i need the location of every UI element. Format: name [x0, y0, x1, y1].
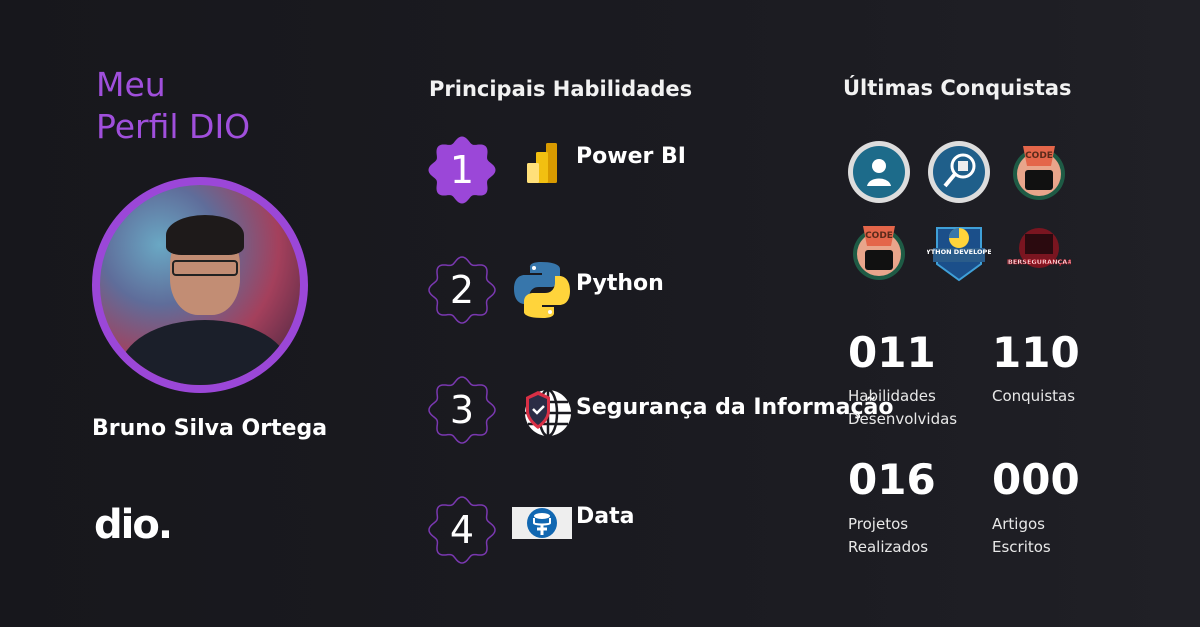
user-name: Bruno Silva Ortega — [92, 416, 328, 441]
skill-label-power-bi: Power BI — [576, 144, 686, 169]
stat-label-conquistas: Conquistas — [992, 387, 1076, 405]
python-developer-badge-icon[interactable]: PYTHON DEVELOPER — [927, 220, 991, 284]
rank-number: 1 — [450, 148, 474, 192]
search-puzzle-badge-icon[interactable] — [927, 140, 991, 204]
power-bi-icon — [527, 143, 557, 183]
avatar — [92, 177, 308, 393]
stat-value-habilidades: 011 — [848, 328, 936, 377]
database-icon — [512, 507, 572, 539]
rank-badge-1: 1 — [428, 136, 496, 204]
code-trophy-badge-icon[interactable]: CODE — [1007, 140, 1071, 204]
ciberseguranca-badge-icon[interactable]: CIBERSEGURANÇA#2 — [1007, 220, 1071, 284]
svg-text:PYTHON DEVELOPER: PYTHON DEVELOPER — [927, 248, 991, 256]
dio-logo: dio. — [94, 502, 173, 548]
page-title: Meu Perfil DIO — [96, 65, 251, 146]
svg-text:CODE: CODE — [865, 231, 893, 241]
skill-label-python: Python — [576, 271, 664, 296]
rank-number: 3 — [450, 388, 474, 432]
security-shield-globe-icon — [525, 388, 571, 438]
skill-label-seguranca: Segurança da Informação — [576, 395, 894, 420]
stat-label-artigos: Artigos Escritos — [992, 515, 1051, 556]
stat-label-habilidades: Habilidades Desenvolvidas — [848, 387, 958, 428]
rank-number: 4 — [450, 508, 474, 552]
stat-value-conquistas: 110 — [992, 328, 1080, 377]
achievements-heading: Últimas Conquistas — [843, 76, 1072, 100]
rank-badge-3: 3 — [428, 376, 496, 444]
svg-text:CODE: CODE — [1025, 151, 1053, 161]
python-icon — [514, 262, 570, 318]
rank-number: 2 — [450, 268, 474, 312]
rank-badge-2: 2 — [428, 256, 496, 324]
cloud-user-badge-icon[interactable] — [847, 140, 911, 204]
rank-badge-4: 4 — [428, 496, 496, 564]
skill-label-data: Data — [576, 504, 635, 529]
stat-label-projetos: Projetos Realizados — [848, 515, 929, 556]
code-trophy-badge-icon[interactable]: CODE — [847, 220, 911, 284]
stat-value-projetos: 016 — [848, 455, 936, 504]
svg-text:CIBERSEGURANÇA#2: CIBERSEGURANÇA#2 — [1007, 258, 1071, 266]
stat-value-artigos: 000 — [992, 455, 1080, 504]
skills-heading: Principais Habilidades — [429, 77, 693, 101]
